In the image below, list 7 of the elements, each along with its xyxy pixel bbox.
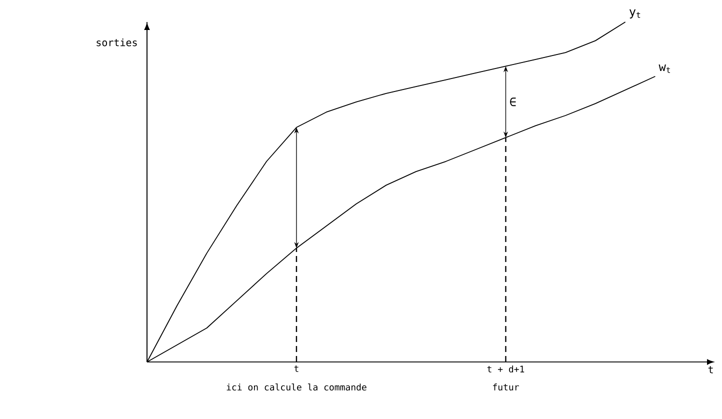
y-axis-title: sorties: [96, 38, 137, 46]
series-label: w$_{t}$: [658, 64, 670, 73]
text: futur: [493, 384, 519, 390]
series-label: y$_{t}$: [629, 9, 640, 18]
annotation: ∈: [510, 98, 516, 106]
x-tick-label: t + d+1: [487, 366, 524, 372]
text: ici on calcule la commande: [226, 384, 366, 391]
